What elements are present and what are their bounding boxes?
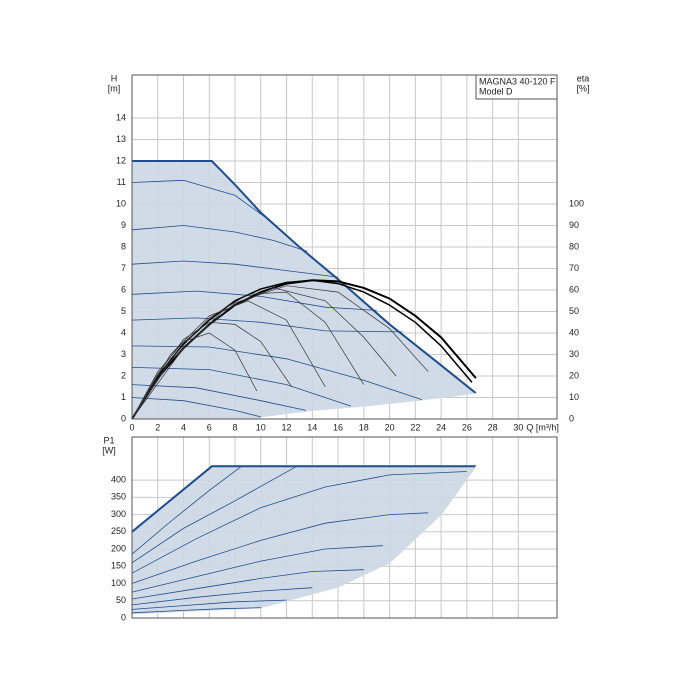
y-tick-label: 9 [121,220,126,230]
curve [131,599,287,610]
operating-area-overlay [132,161,476,419]
efficiency-curve [131,285,429,420]
legend-box [475,74,558,100]
plot-frame [131,436,558,619]
x-tick-label: 6 [207,422,212,432]
curve [131,607,261,614]
x-tick-label: 12 [282,422,292,432]
y-axis-label: H [111,73,118,83]
x-tick-label: 24 [436,422,446,432]
y-tick-label: 8 [121,241,126,251]
curve [131,545,384,593]
chart-subtitle: Model D [479,86,513,96]
y-tick-label: 4 [121,327,126,337]
y-tick-label: 14 [116,112,126,122]
y-tick-label: 11 [117,177,126,187]
y2-tick-label: 10 [569,392,579,402]
y-tick-label: 12 [116,155,126,165]
y2-tick-label: 20 [569,370,579,380]
x-tick-label: 10 [256,422,266,432]
curve [131,465,297,564]
y-axis-unit: [W] [102,445,116,455]
curve [260,392,476,418]
y-tick-label: 6 [121,284,126,294]
y2-axis-label: eta [577,73,590,83]
curve [131,512,429,584]
curve [131,466,477,615]
y-axis-unit: [m] [108,83,121,93]
x-tick-label: 2 [155,422,160,432]
curve [131,465,476,533]
y-tick-label: 1 [121,392,126,402]
y2-tick-label: 90 [569,220,579,230]
x-tick-label: 16 [333,422,343,432]
y-tick-label: 300 [111,509,126,519]
y-tick-label: 50 [116,595,126,605]
curve [131,225,308,252]
curve [131,471,467,574]
y-tick-label: 10 [116,198,126,208]
y2-tick-label: 30 [569,349,579,359]
curve [131,587,313,606]
y2-tick-label: 60 [569,284,579,294]
y-tick-label: 250 [111,526,126,536]
y2-tick-label: 40 [569,327,579,337]
y-tick-label: 150 [111,561,126,571]
x-tick-label: 28 [488,422,498,432]
plot-frame [131,74,558,420]
efficiency-curve [131,291,365,420]
x-tick-label: 18 [359,422,369,432]
curve [131,290,377,311]
y2-tick-label: 80 [569,241,579,251]
y2-tick-label: 0 [569,413,574,423]
y2-axis-unit: [%] [576,83,589,93]
x-tick-label: 8 [233,422,238,432]
curve [131,384,306,411]
curve [131,317,403,333]
curve [131,260,339,278]
y2-tick-label: 100 [569,198,584,208]
efficiency-curve [131,332,258,420]
y-tick-label: 5 [121,306,126,316]
y-tick-label: 400 [111,474,126,484]
chart-title: MAGNA3 40-120 F [479,76,556,86]
x-tick-label: 4 [181,422,186,432]
y-axis-label: P1 [103,435,114,445]
curve [131,179,274,224]
y-tick-label: 100 [111,578,126,588]
y2-tick-label: 70 [569,263,579,273]
y-tick-label: 3 [121,349,126,359]
curve [131,465,242,555]
y-tick-label: 7 [121,263,126,273]
x-tick-label: 26 [462,422,472,432]
curve [132,160,477,394]
efficiency-curve [131,287,397,420]
curve [131,397,261,418]
x-tick-label: 30 [513,422,523,432]
x-tick-label: 20 [385,422,395,432]
y-tick-label: 350 [111,492,126,502]
curve [131,367,352,407]
x-tick-label: 14 [307,422,317,432]
x-tick-label: 0 [129,422,134,432]
y-tick-label: 13 [116,134,126,144]
y-tick-label: 0 [121,413,126,423]
y2-tick-label: 50 [569,306,579,316]
x-tick-label: 22 [410,422,420,432]
efficiency-curve [131,321,292,420]
operating-area-overlay [132,466,476,618]
y-tick-label: 2 [121,370,126,380]
x-axis-label: Q [m³/h] [526,422,559,432]
curve [131,569,364,600]
curve [131,345,422,400]
y-tick-label: 0 [121,612,126,622]
y-tick-label: 200 [111,543,126,553]
